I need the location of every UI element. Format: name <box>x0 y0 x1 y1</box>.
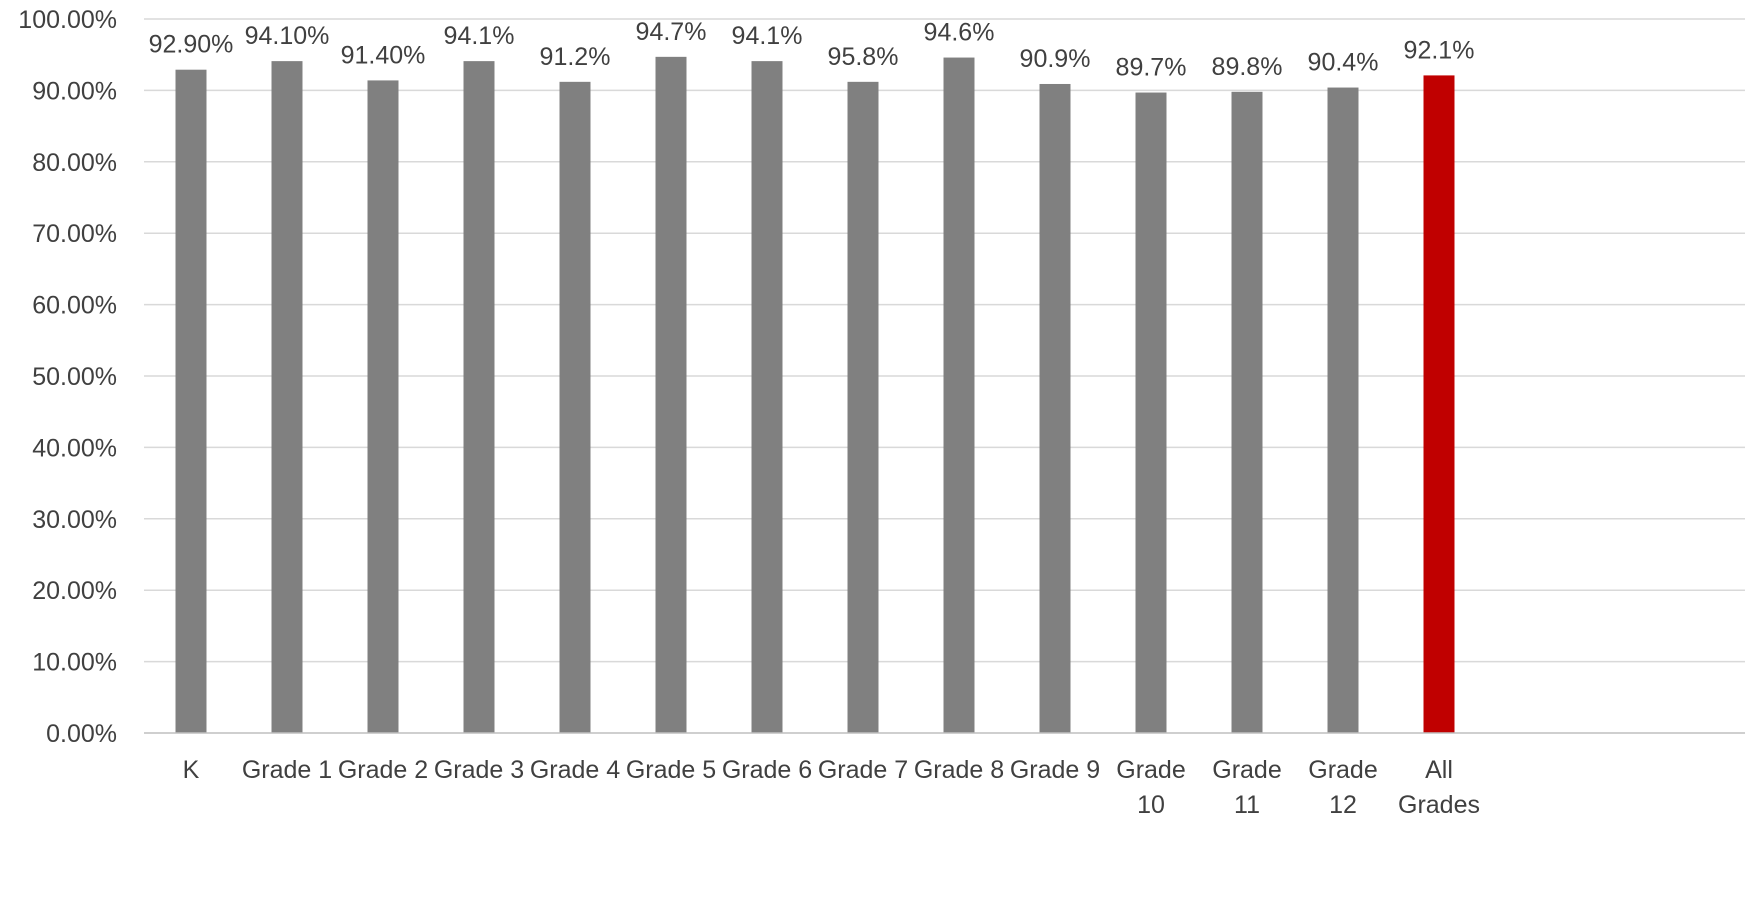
bar <box>943 57 975 733</box>
bar <box>271 61 303 734</box>
data-label: 94.6% <box>924 19 995 47</box>
data-label: 94.1% <box>444 22 515 50</box>
category-label: Grade 9 <box>1010 756 1100 784</box>
y-tick-label: 0.00% <box>46 720 117 748</box>
bar <box>175 69 207 734</box>
category-label: Grade <box>1116 756 1185 784</box>
y-tick-label: 10.00% <box>32 649 117 677</box>
data-label: 95.8% <box>828 43 899 71</box>
x-axis-category-labels: K Grade 1 Grade 2 Grade 3 Grade 4 Grade 5 Grad… <box>183 756 1480 819</box>
y-tick-label: 90.00% <box>32 77 117 105</box>
category-label: K <box>183 756 200 784</box>
data-label: 94.7% <box>636 18 707 46</box>
data-label: 94.1% <box>732 22 803 50</box>
bar <box>559 81 591 733</box>
bar <box>1039 83 1071 733</box>
data-label: 89.7% <box>1116 54 1187 82</box>
data-label: 90.9% <box>1020 45 1091 73</box>
y-tick-label: 50.00% <box>32 363 117 391</box>
data-label: 90.4% <box>1308 49 1379 77</box>
data-label: 89.8% <box>1212 53 1283 81</box>
data-labels: 92.90% 94.10% 91.40% 94.1% 91.2% 94.7% 94.1% 95… <box>149 18 1475 82</box>
bar <box>655 56 687 734</box>
category-label: 11 <box>1234 791 1260 819</box>
bar <box>463 61 495 734</box>
y-tick-label: 70.00% <box>32 220 117 248</box>
y-tick-label: 40.00% <box>32 434 117 462</box>
y-tick-label: 100.00% <box>18 6 117 34</box>
data-label: 92.90% <box>149 31 234 59</box>
bars <box>175 56 1455 734</box>
data-label: 94.10% <box>245 22 330 50</box>
bar <box>1327 87 1359 733</box>
category-label: All <box>1425 756 1453 784</box>
category-label: 12 <box>1329 791 1357 819</box>
y-tick-label: 30.00% <box>32 506 117 534</box>
category-label: Grade 6 <box>722 756 812 784</box>
y-axis-tick-labels: 0.00% 10.00% 20.00% 30.00% 40.00% 50.00% 60.00… <box>18 6 117 748</box>
category-label: Grade 2 <box>338 756 428 784</box>
bar <box>1423 75 1455 733</box>
data-label: 91.2% <box>540 43 611 71</box>
category-label: Grades <box>1398 791 1480 819</box>
y-tick-label: 20.00% <box>32 577 117 605</box>
bar <box>1231 91 1263 733</box>
bar <box>847 81 879 733</box>
category-label: 10 <box>1137 791 1165 819</box>
category-label: Grade 1 <box>242 756 332 784</box>
category-label: Grade 4 <box>530 756 620 784</box>
data-label: 92.1% <box>1404 36 1475 64</box>
category-label: Grade 3 <box>434 756 524 784</box>
category-label: Grade 7 <box>818 756 908 784</box>
category-label: Grade 8 <box>914 756 1004 784</box>
category-label: Grade 5 <box>626 756 716 784</box>
category-label: Grade <box>1212 756 1281 784</box>
category-label: Grade <box>1308 756 1377 784</box>
bar <box>367 80 399 734</box>
bar <box>1135 92 1167 734</box>
bar <box>751 61 783 734</box>
y-tick-label: 80.00% <box>32 149 117 177</box>
data-label: 91.40% <box>341 41 426 69</box>
y-tick-label: 60.00% <box>32 292 117 320</box>
